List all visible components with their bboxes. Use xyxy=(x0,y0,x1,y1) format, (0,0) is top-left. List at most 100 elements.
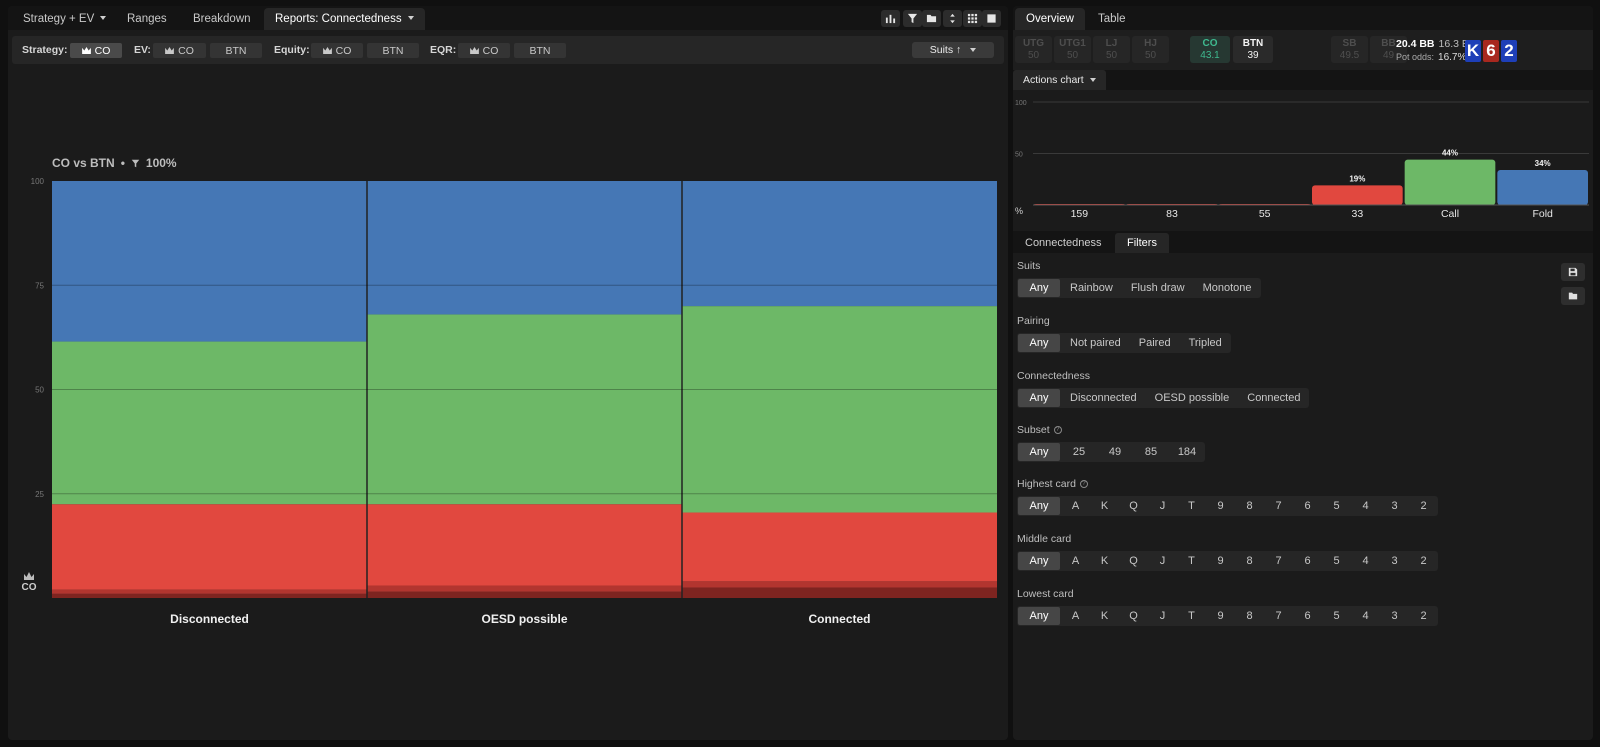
lowest-option-3[interactable]: 3 xyxy=(1391,610,1398,622)
equity-co-button[interactable]: CO xyxy=(311,43,363,58)
suits-option-monotone[interactable]: Monotone xyxy=(1202,282,1252,294)
subset-option-any[interactable]: Any xyxy=(1018,443,1060,461)
tab-table[interactable]: Table xyxy=(1087,8,1137,30)
highest-option-j[interactable]: J xyxy=(1159,500,1166,512)
lowest-option-t[interactable]: T xyxy=(1188,610,1195,622)
folder-button[interactable] xyxy=(922,10,941,27)
lowest-option-2[interactable]: 2 xyxy=(1420,610,1427,622)
subset-option-25[interactable]: 25 xyxy=(1072,446,1086,458)
action-bar-fold[interactable] xyxy=(1497,169,1588,205)
middle-option-t[interactable]: T xyxy=(1188,555,1195,567)
highest-option-7[interactable]: 7 xyxy=(1275,500,1282,512)
tab-breakdown[interactable]: Breakdown xyxy=(182,8,262,30)
lowest-option-j[interactable]: J xyxy=(1159,610,1166,622)
middle-option-8[interactable]: 8 xyxy=(1246,555,1253,567)
suits-sort-button[interactable]: Suits ↑ xyxy=(912,42,994,58)
grid-view-button[interactable] xyxy=(963,10,982,27)
connectedness-option-disconnected[interactable]: Disconnected xyxy=(1070,392,1137,404)
lowest-option-any[interactable]: Any xyxy=(1018,607,1060,625)
actions-chart-tab[interactable]: Actions chart xyxy=(1013,70,1106,90)
middle-option-9[interactable]: 9 xyxy=(1217,555,1224,567)
lowest-option-5[interactable]: 5 xyxy=(1333,610,1340,622)
connectedness-option-connected[interactable]: Connected xyxy=(1247,392,1301,404)
lowest-option-8[interactable]: 8 xyxy=(1246,610,1253,622)
highest-option-any[interactable]: Any xyxy=(1018,497,1060,515)
middle-option-6[interactable]: 6 xyxy=(1304,555,1311,567)
y-tick-label: 100 xyxy=(1015,100,1027,107)
filter-button[interactable] xyxy=(903,10,922,27)
lowest-option-q[interactable]: Q xyxy=(1129,610,1138,622)
seat-utg1[interactable]: UTG1 50 xyxy=(1054,36,1091,63)
tab-ranges[interactable]: Ranges xyxy=(116,8,178,30)
save-filter-button[interactable] xyxy=(1561,263,1585,281)
seat-utg[interactable]: UTG 50 xyxy=(1015,36,1052,63)
subset-option-184[interactable]: 184 xyxy=(1177,446,1197,458)
connectedness-option-any[interactable]: Any xyxy=(1018,389,1060,407)
highest-option-k[interactable]: K xyxy=(1100,500,1109,512)
tab-filters[interactable]: Filters xyxy=(1115,233,1169,253)
pairing-option-any[interactable]: Any xyxy=(1018,334,1060,352)
eqr-btn-button[interactable]: BTN xyxy=(514,43,566,58)
action-bar-call[interactable] xyxy=(1404,159,1496,205)
action-bar-33[interactable] xyxy=(1312,185,1403,205)
subset-filter-label: Subset? xyxy=(1017,424,1062,436)
middle-option-j[interactable]: J xyxy=(1159,555,1166,567)
equity-btn-button[interactable]: BTN xyxy=(367,43,419,58)
middle-option-5[interactable]: 5 xyxy=(1333,555,1340,567)
seat-lj[interactable]: LJ 50 xyxy=(1093,36,1130,63)
seat-btn[interactable]: BTN 39 xyxy=(1233,36,1273,63)
highest-option-9[interactable]: 9 xyxy=(1217,500,1224,512)
help-icon[interactable]: ? xyxy=(1053,426,1062,434)
pairing-option-not-paired[interactable]: Not paired xyxy=(1070,337,1121,349)
lowest-option-7[interactable]: 7 xyxy=(1275,610,1282,622)
middle-option-any[interactable]: Any xyxy=(1018,552,1060,570)
suits-option-any[interactable]: Any xyxy=(1018,279,1060,297)
middle-option-q[interactable]: Q xyxy=(1129,555,1138,567)
connectedness-option-oesd-possible[interactable]: OESD possible xyxy=(1154,392,1230,404)
middle-option-7[interactable]: 7 xyxy=(1275,555,1282,567)
seat-bb[interactable]: BB 49 xyxy=(1370,36,1407,63)
load-filter-button[interactable] xyxy=(1561,287,1585,305)
highest-option-3[interactable]: 3 xyxy=(1391,500,1398,512)
middle-option-a[interactable]: A xyxy=(1071,555,1080,567)
middle-option-4[interactable]: 4 xyxy=(1362,555,1369,567)
suits-option-rainbow[interactable]: Rainbow xyxy=(1070,282,1113,294)
eqr-co-button[interactable]: CO xyxy=(458,43,510,58)
middle-option-2[interactable]: 2 xyxy=(1420,555,1427,567)
tab-strategy-ev[interactable]: Strategy + EV xyxy=(12,8,117,30)
lowest-option-6[interactable]: 6 xyxy=(1304,610,1311,622)
highest-option-q[interactable]: Q xyxy=(1129,500,1138,512)
swap-button[interactable] xyxy=(943,10,962,27)
highest-option-4[interactable]: 4 xyxy=(1362,500,1369,512)
tab-connectedness[interactable]: Connectedness xyxy=(1013,233,1113,253)
chart-view-button[interactable] xyxy=(881,10,900,27)
seat-co[interactable]: CO 43.1 xyxy=(1190,36,1230,63)
fullscreen-button[interactable] xyxy=(982,10,1001,27)
highest-option-8[interactable]: 8 xyxy=(1246,500,1253,512)
highest-option-2[interactable]: 2 xyxy=(1420,500,1427,512)
highest-option-6[interactable]: 6 xyxy=(1304,500,1311,512)
pairing-option-paired[interactable]: Paired xyxy=(1138,337,1171,349)
equity-label: Equity: xyxy=(274,44,310,56)
lowest-option-a[interactable]: A xyxy=(1071,610,1080,622)
strategy-co-button[interactable]: CO xyxy=(70,43,122,58)
ev-btn-button[interactable]: BTN xyxy=(210,43,262,58)
tab-overview[interactable]: Overview xyxy=(1015,8,1085,30)
ev-co-button[interactable]: CO xyxy=(153,43,206,58)
tab-reports-connectedness[interactable]: Reports: Connectedness xyxy=(264,8,425,30)
pairing-option-tripled[interactable]: Tripled xyxy=(1188,337,1222,349)
subset-option-49[interactable]: 49 xyxy=(1108,446,1122,458)
middle-option-3[interactable]: 3 xyxy=(1391,555,1398,567)
seat-hj[interactable]: HJ 50 xyxy=(1132,36,1169,63)
suits-option-flush-draw[interactable]: Flush draw xyxy=(1130,282,1185,294)
subset-option-85[interactable]: 85 xyxy=(1144,446,1158,458)
lowest-option-4[interactable]: 4 xyxy=(1362,610,1369,622)
help-icon[interactable]: ? xyxy=(1079,480,1088,488)
lowest-option-k[interactable]: K xyxy=(1100,610,1109,622)
lowest-option-9[interactable]: 9 xyxy=(1217,610,1224,622)
highest-option-a[interactable]: A xyxy=(1071,500,1080,512)
middle-option-k[interactable]: K xyxy=(1100,555,1109,567)
seat-sb[interactable]: SB 49.5 xyxy=(1331,36,1368,63)
highest-option-t[interactable]: T xyxy=(1188,500,1195,512)
highest-option-5[interactable]: 5 xyxy=(1333,500,1340,512)
